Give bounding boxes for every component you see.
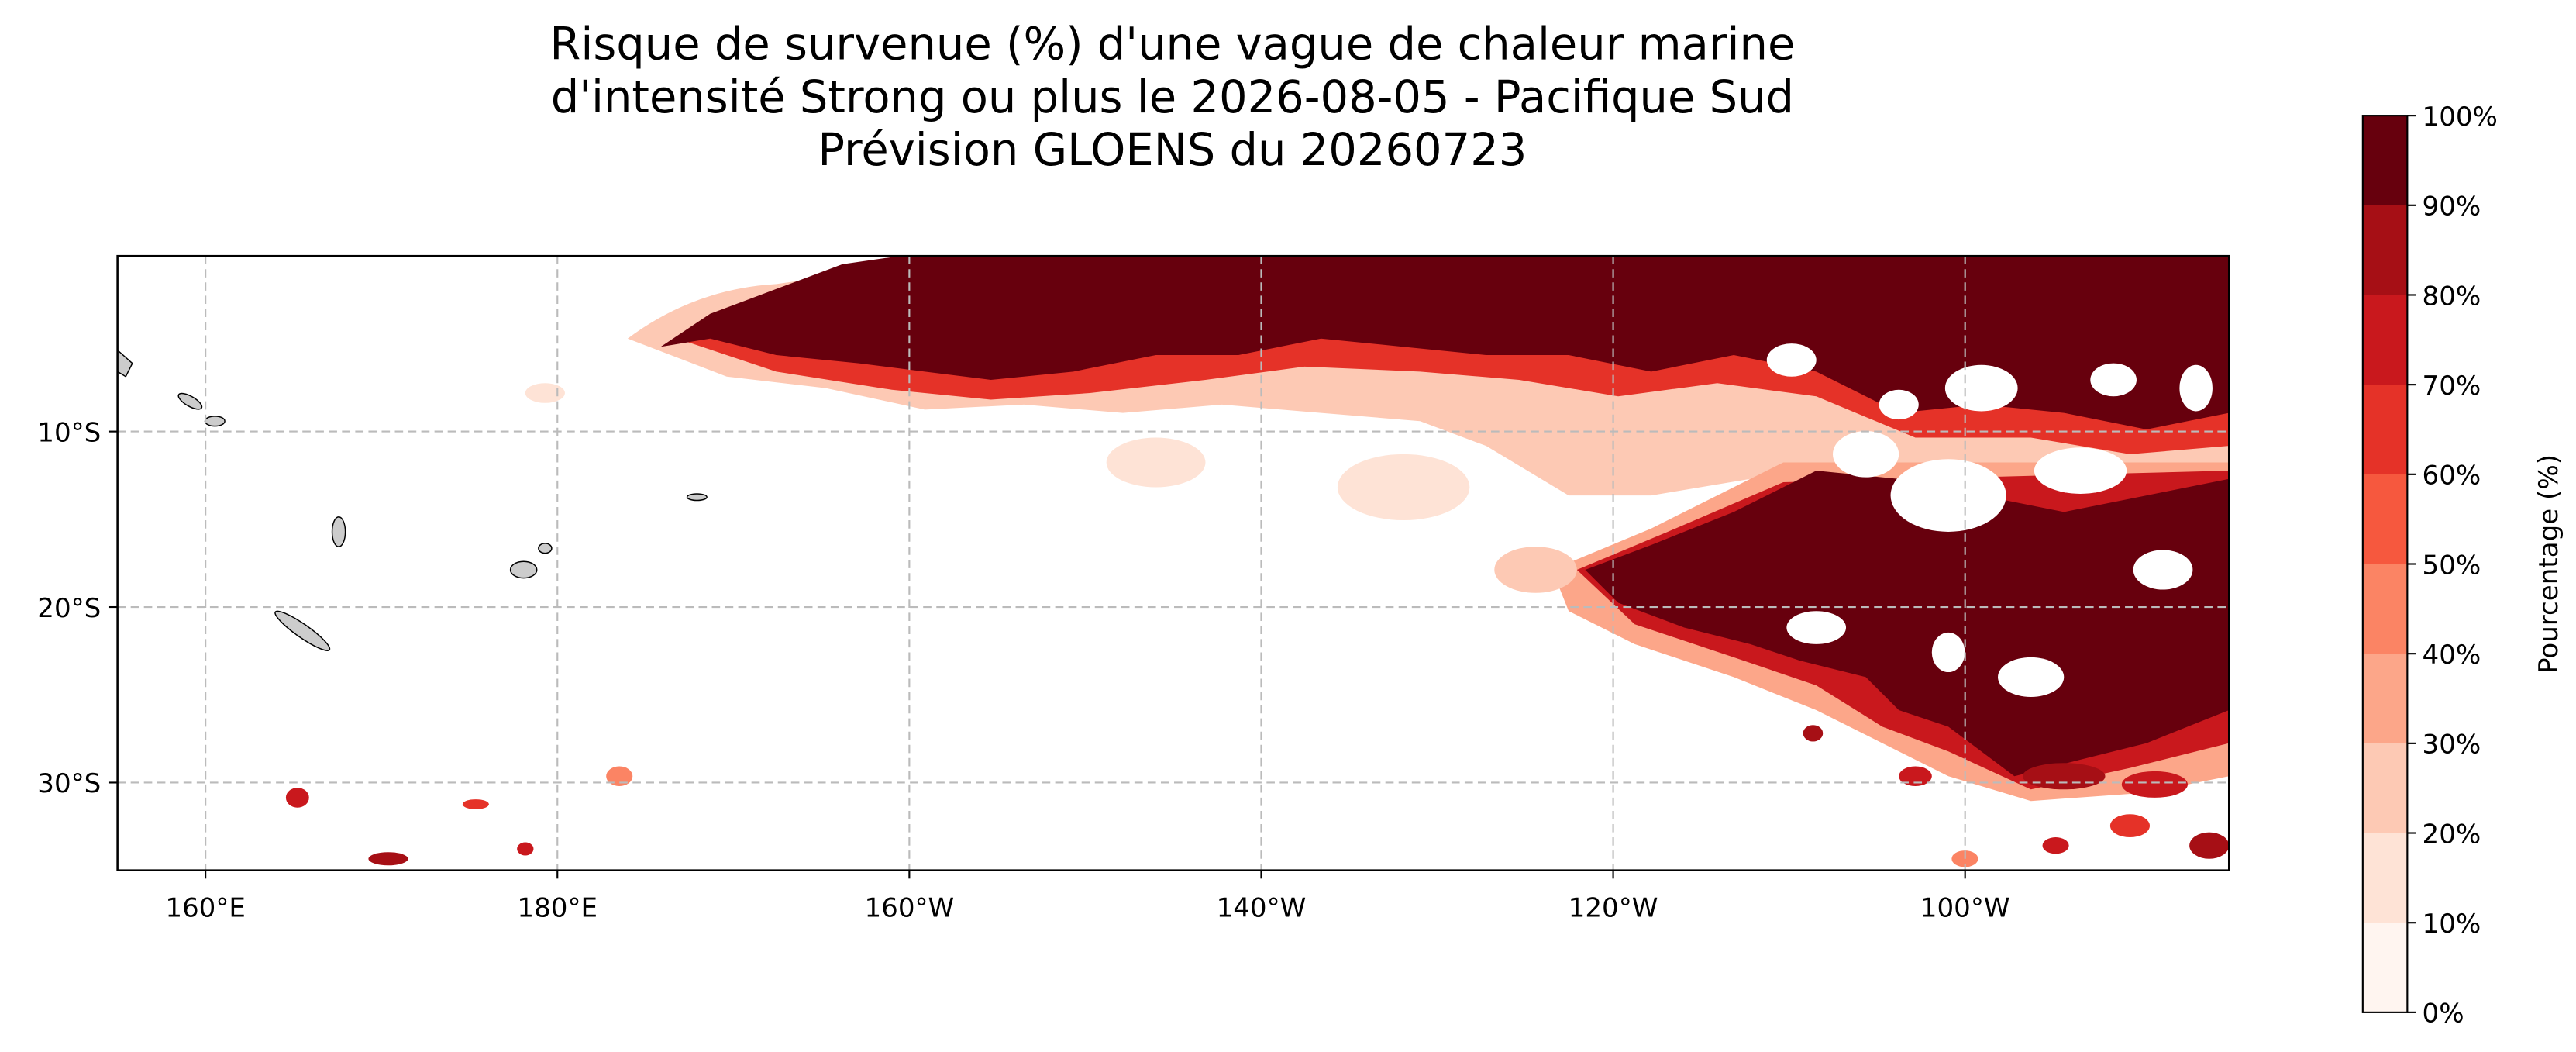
colorbar-bin xyxy=(2362,833,2408,923)
x-tick-label: 160°W xyxy=(864,892,954,923)
title-line: Prévision GLOENS du 20260723 xyxy=(818,124,1527,176)
colorbar-tick-label: 70% xyxy=(2423,371,2481,402)
y-tick-label: 20°S xyxy=(37,593,101,624)
heat-field xyxy=(285,256,2230,867)
colorbar-bin xyxy=(2362,654,2408,743)
x-tick-label: 120°W xyxy=(1569,892,1658,923)
colorbar-tick-label: 30% xyxy=(2423,730,2481,761)
y-tick-label: 10°S xyxy=(37,417,101,448)
colorbar-bin xyxy=(2362,295,2408,385)
colorbar-label: Pourcentage (%) xyxy=(2533,454,2564,674)
colorbar-tick-label: 100% xyxy=(2423,102,2498,133)
colorbar: 0% 10% 20% 30% 40% 50% 60% 70% 80% 90% 100% Pourcen… xyxy=(2361,102,2564,1030)
colorbar-tick-label: 40% xyxy=(2423,640,2481,671)
colorbar-tick-label: 80% xyxy=(2423,281,2481,312)
colorbar-bin xyxy=(2362,116,2408,205)
title-line: Risque de survenue (%) d'une vague de ch… xyxy=(549,19,1795,71)
title-line: d'intensité Strong ou plus le 2026-08-05… xyxy=(551,71,1794,123)
map-frame xyxy=(116,254,2230,871)
x-tick-label: 100°W xyxy=(1920,892,2010,923)
colorbar-bin xyxy=(2362,564,2408,654)
x-tick-label: 180°E xyxy=(517,892,598,923)
colorbar-tick-label: 50% xyxy=(2423,550,2481,581)
x-tick-label: 140°W xyxy=(1217,892,1307,923)
colorbar-tick-label: 0% xyxy=(2423,999,2464,1030)
colorbar-tick-label: 10% xyxy=(2423,909,2481,940)
colorbar-tick-label: 90% xyxy=(2423,191,2481,222)
colorbar-bin xyxy=(2362,385,2408,474)
colorbar-bin xyxy=(2362,205,2408,295)
x-tick-label: 160°E xyxy=(165,892,246,923)
colorbar-tick-label: 20% xyxy=(2423,819,2481,850)
colorbar-tick-label: 60% xyxy=(2423,460,2481,492)
colorbar-bin xyxy=(2362,474,2408,564)
y-tick-label: 30°S xyxy=(37,768,101,799)
colorbar-bin xyxy=(2362,743,2408,833)
islands xyxy=(116,348,708,651)
colorbar-bin xyxy=(2362,923,2408,1012)
chart-title: Risque de survenue (%) d'une vague de ch… xyxy=(549,19,1795,176)
